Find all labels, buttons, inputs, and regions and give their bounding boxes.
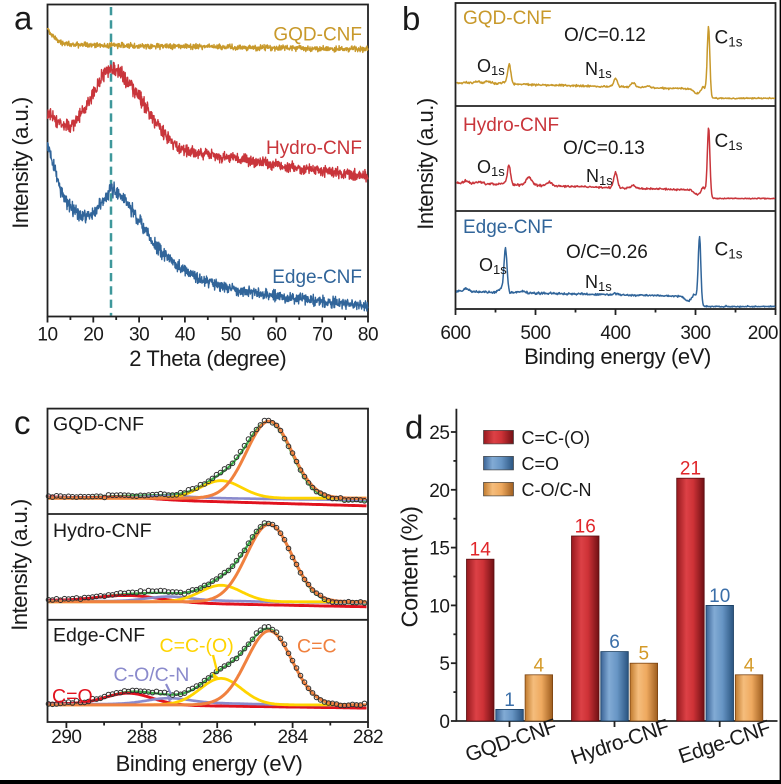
svg-text:15: 15 [429, 539, 449, 560]
svg-text:O1s: O1s [477, 56, 505, 78]
svg-text:C-O/C-N: C-O/C-N [114, 664, 190, 686]
svg-text:10: 10 [429, 596, 449, 617]
svg-text:C=C-(O): C=C-(O) [522, 428, 591, 448]
svg-text:C1s: C1s [715, 131, 743, 153]
svg-text:C1s: C1s [715, 28, 743, 50]
svg-text:Edge-CNF: Edge-CNF [272, 267, 362, 288]
svg-text:a: a [14, 0, 33, 37]
svg-text:60: 60 [266, 325, 286, 346]
svg-text:C=O: C=O [522, 454, 560, 474]
svg-text:200: 200 [748, 323, 778, 344]
svg-text:2 Theta (degree): 2 Theta (degree) [129, 346, 286, 371]
svg-text:10: 10 [709, 586, 730, 607]
svg-text:Hydro-CNF: Hydro-CNF [53, 520, 152, 542]
svg-text:GQD-CNF: GQD-CNF [273, 25, 362, 46]
svg-text:Edge-CNF: Edge-CNF [676, 716, 774, 768]
svg-text:C=C-(O): C=C-(O) [160, 635, 234, 657]
svg-text:GQD-CNF: GQD-CNF [53, 414, 144, 436]
svg-text:O/C=0.13: O/C=0.13 [563, 138, 645, 159]
svg-text:C-O/C-N: C-O/C-N [522, 480, 592, 500]
svg-text:4: 4 [744, 655, 755, 676]
svg-text:21: 21 [680, 459, 701, 480]
svg-text:25: 25 [429, 423, 449, 444]
svg-text:290: 290 [51, 727, 81, 748]
svg-text:Hydro-CNF: Hydro-CNF [568, 715, 672, 769]
svg-text:80: 80 [358, 325, 378, 346]
svg-text:400: 400 [600, 323, 630, 344]
svg-text:0: 0 [439, 712, 449, 733]
svg-text:500: 500 [520, 323, 550, 344]
svg-text:C=O: C=O [52, 686, 93, 708]
svg-text:N1s: N1s [585, 272, 612, 294]
svg-text:282: 282 [353, 727, 383, 748]
svg-text:O/C=0.26: O/C=0.26 [566, 242, 648, 263]
svg-text:Intensity (a.u.): Intensity (a.u.) [413, 98, 438, 229]
svg-text:5: 5 [639, 644, 650, 665]
svg-text:Edge-CNF: Edge-CNF [463, 217, 553, 238]
svg-text:20: 20 [83, 325, 103, 346]
svg-text:Content (%): Content (%) [397, 507, 423, 628]
svg-text:Binding energy (eV): Binding energy (eV) [524, 344, 711, 369]
svg-text:O/C=0.12: O/C=0.12 [564, 25, 646, 46]
svg-text:300: 300 [680, 323, 710, 344]
svg-text:50: 50 [221, 325, 241, 346]
svg-text:20: 20 [429, 481, 449, 502]
svg-text:600: 600 [440, 323, 470, 344]
svg-text:C1s: C1s [715, 240, 743, 262]
svg-text:N1s: N1s [585, 59, 612, 81]
svg-text:70: 70 [312, 325, 332, 346]
svg-text:c: c [14, 404, 31, 441]
svg-text:Intensity (a.u.): Intensity (a.u.) [7, 499, 32, 630]
svg-text:Hydro-CNF: Hydro-CNF [266, 138, 362, 159]
svg-text:O1s: O1s [479, 255, 507, 277]
svg-text:Edge-CNF: Edge-CNF [53, 625, 145, 647]
svg-text:40: 40 [175, 325, 195, 346]
svg-text:30: 30 [129, 325, 149, 346]
svg-text:C=C: C=C [297, 636, 337, 658]
svg-text:O1s: O1s [477, 157, 505, 179]
svg-text:1: 1 [504, 690, 515, 711]
svg-text:d: d [405, 409, 423, 446]
svg-text:GQD-CNF: GQD-CNF [463, 8, 552, 29]
svg-text:Hydro-CNF: Hydro-CNF [463, 115, 559, 136]
svg-text:4: 4 [534, 655, 545, 676]
svg-text:GQD-CNF: GQD-CNF [462, 715, 559, 767]
svg-text:Binding energy (eV): Binding energy (eV) [116, 751, 303, 776]
svg-text:N1s: N1s [586, 166, 613, 188]
svg-text:Intensity (a.u.): Intensity (a.u.) [8, 97, 33, 228]
svg-text:5: 5 [439, 654, 449, 675]
svg-text:6: 6 [609, 632, 620, 653]
svg-text:284: 284 [277, 727, 308, 748]
svg-text:b: b [402, 0, 420, 37]
svg-text:10: 10 [37, 325, 57, 346]
svg-text:16: 16 [575, 517, 596, 538]
svg-text:14: 14 [470, 540, 492, 561]
svg-text:286: 286 [202, 727, 232, 748]
svg-text:288: 288 [127, 727, 157, 748]
